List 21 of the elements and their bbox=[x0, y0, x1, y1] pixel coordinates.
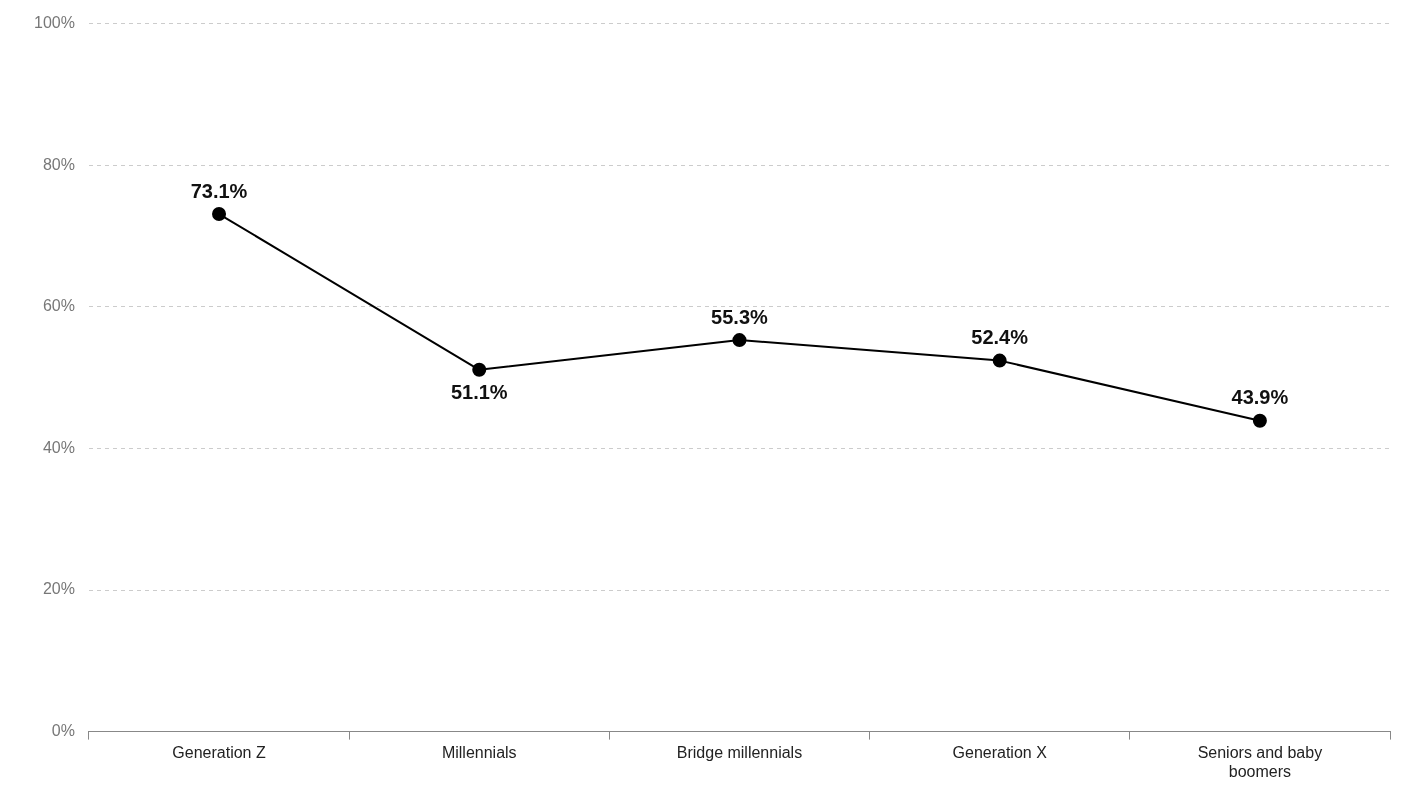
y-tick-label: 60% bbox=[42, 297, 75, 315]
point bbox=[1252, 413, 1267, 428]
y-tick-label: 100% bbox=[34, 14, 75, 32]
data-label: 73.1% bbox=[190, 179, 248, 202]
x-tick-label: Generation X bbox=[952, 743, 1048, 761]
data-label: 52.4% bbox=[971, 326, 1029, 349]
y-tick-label: 40% bbox=[42, 438, 75, 456]
point bbox=[732, 333, 747, 348]
x-tick-label: Millennials bbox=[441, 743, 517, 761]
x-tick-label: Generation Z bbox=[172, 743, 266, 761]
data-label: 55.3% bbox=[711, 305, 769, 328]
point bbox=[212, 207, 227, 222]
data-label: 51.1% bbox=[450, 381, 508, 404]
point bbox=[472, 362, 487, 377]
x-tick-label: Bridge millennials bbox=[676, 743, 803, 761]
y-tick-label: 20% bbox=[42, 580, 75, 598]
y-tick-label: 0% bbox=[51, 722, 75, 740]
point bbox=[992, 353, 1007, 368]
y-tick-label: 80% bbox=[42, 155, 75, 173]
data-label: 43.9% bbox=[1231, 386, 1289, 409]
x-tick-label: Seniors and baby boomers bbox=[1197, 743, 1323, 780]
